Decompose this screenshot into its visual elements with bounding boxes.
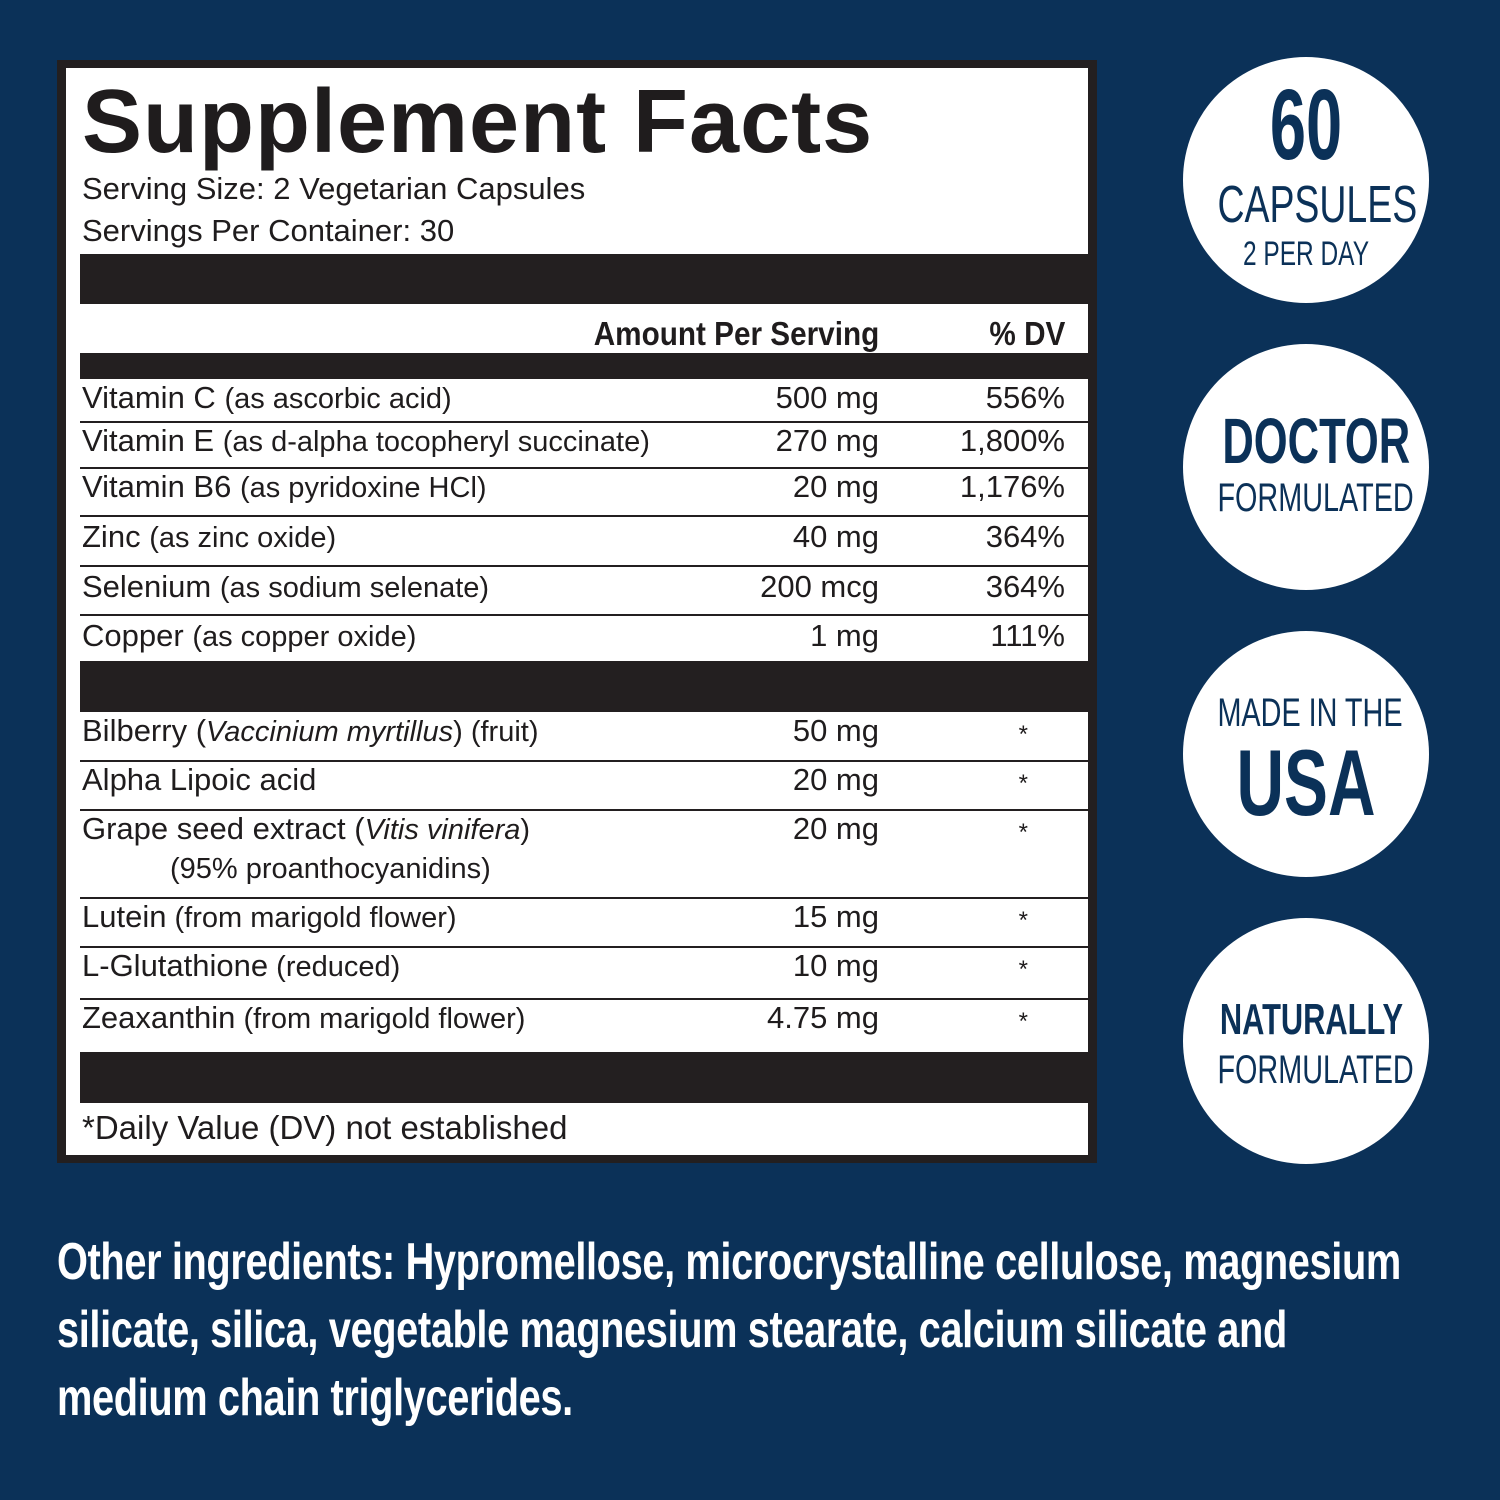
amount: 15 mg — [792, 899, 879, 934]
badge-capsules: 60 CAPSULES 2 PER DAY — [1183, 57, 1429, 303]
badge-doctor: DOCTOR FORMULATED — [1183, 344, 1429, 590]
amount: 4.75 mg — [766, 1000, 879, 1035]
daily-value: 364% — [985, 569, 1065, 604]
supplement-facts-panel: Supplement Facts Serving Size: 2 Vegetar… — [57, 60, 1097, 1163]
other-ingredients: Other ingredients: Hypromellose, microcr… — [57, 1228, 1426, 1432]
table-row: Lutein (from marigold flower) 15 mg * — [80, 899, 1088, 948]
daily-value: 111% — [990, 618, 1065, 653]
divider-bar — [80, 254, 1088, 304]
ingredient-name: Lutein (from marigold flower) — [82, 899, 457, 934]
badge-count: 60 — [1269, 69, 1343, 181]
nutrient-name: Vitamin C (as ascorbic acid) — [82, 380, 452, 415]
daily-value: * — [1018, 907, 1028, 934]
header-dv: % DV — [989, 315, 1065, 352]
badge-text: 2 PER DAY — [1242, 235, 1370, 273]
badge-text: DOCTOR — [1222, 405, 1411, 477]
ingredient-note: (95% proanthocyanidins) — [170, 853, 491, 885]
amount: 200 mcg — [760, 569, 879, 604]
other-ingredients-text: Hypromellose, microcrystalline cellulose… — [57, 1233, 1401, 1427]
daily-value: * — [1018, 956, 1028, 983]
table-row: Grape seed extract (Vitis vinifera) (95% … — [80, 811, 1088, 899]
badge-text: MADE IN THE — [1217, 691, 1403, 735]
daily-value: 1,176% — [959, 469, 1065, 504]
divider-bar — [80, 661, 1088, 712]
nutrient-name: Vitamin B6 (as pyridoxine HCl) — [82, 469, 487, 504]
table-row: Vitamin B6 (as pyridoxine HCl) 20 mg 1,176… — [80, 469, 1088, 517]
serving-size: Serving Size: 2 Vegetarian Capsules — [82, 171, 586, 206]
amount: 270 mg — [775, 423, 879, 458]
badge-text: USA — [1236, 730, 1376, 835]
amount: 10 mg — [792, 948, 879, 983]
amount: 20 mg — [792, 811, 879, 846]
ingredient-name: Bilberry (Vaccinium myrtillus) (fruit) — [82, 713, 539, 748]
nutrient-name: Vitamin E (as d-alpha tocopheryl succina… — [82, 423, 650, 458]
daily-value: * — [1018, 721, 1028, 748]
ingredient-name: Zeaxanthin (from marigold flower) — [82, 1000, 526, 1035]
other-ingredients-label: Other ingredients: — [57, 1233, 395, 1291]
daily-value: 1,800% — [959, 423, 1065, 458]
divider-bar — [80, 353, 1088, 379]
ingredient-name: L-Glutathione (reduced) — [82, 948, 401, 983]
table-row: Bilberry (Vaccinium myrtillus) (fruit) 50… — [80, 713, 1088, 762]
badge-natural: NATURALLY FORMULATED — [1183, 918, 1429, 1164]
header-amount: Amount Per Serving — [593, 315, 879, 352]
servings-per-container: Servings Per Container: 30 — [82, 213, 455, 248]
ingredient-name: Grape seed extract (Vitis vinifera) — [82, 811, 531, 846]
badge-text: CAPSULES — [1217, 176, 1418, 234]
ingredient-name: Alpha Lipoic acid — [82, 762, 317, 797]
daily-value: * — [1018, 770, 1028, 797]
badge-text: NATURALLY — [1219, 995, 1403, 1044]
badge-text: FORMULATED — [1217, 1048, 1414, 1092]
footnote: *Daily Value (DV) not established — [82, 1109, 568, 1146]
table-row: Alpha Lipoic acid 20 mg * — [80, 762, 1088, 811]
amount: 20 mg — [792, 469, 879, 504]
badge-usa: MADE IN THE USA — [1183, 631, 1429, 877]
nutrient-name: Selenium (as sodium selenate) — [82, 569, 490, 604]
amount: 50 mg — [792, 713, 879, 748]
amount: 500 mg — [775, 380, 879, 415]
facts-title: Supplement Facts — [82, 72, 874, 172]
table-row: Vitamin C (as ascorbic acid) 500 mg 556% — [80, 380, 1088, 423]
daily-value: * — [1018, 1008, 1028, 1035]
daily-value: * — [1018, 819, 1028, 846]
divider-bar — [80, 1052, 1088, 1103]
daily-value: 364% — [985, 519, 1065, 554]
daily-value: 556% — [985, 380, 1065, 415]
table-row: L-Glutathione (reduced) 10 mg * — [80, 948, 1088, 1000]
amount: 40 mg — [792, 519, 879, 554]
nutrient-name: Zinc (as zinc oxide) — [82, 519, 337, 554]
table-row: Vitamin E (as d-alpha tocopheryl succina… — [80, 423, 1088, 469]
table-row: Copper (as copper oxide) 1 mg 111% — [80, 618, 1088, 661]
badge-text: FORMULATED — [1217, 476, 1414, 520]
amount: 20 mg — [792, 762, 879, 797]
table-row: Zeaxanthin (from marigold flower) 4.75 mg… — [80, 1000, 1088, 1052]
table-row: Zinc (as zinc oxide) 40 mg 364% — [80, 519, 1088, 567]
amount: 1 mg — [810, 618, 879, 653]
table-row: Selenium (as sodium selenate) 200 mcg 364% — [80, 569, 1088, 616]
nutrient-name: Copper (as copper oxide) — [82, 618, 417, 653]
